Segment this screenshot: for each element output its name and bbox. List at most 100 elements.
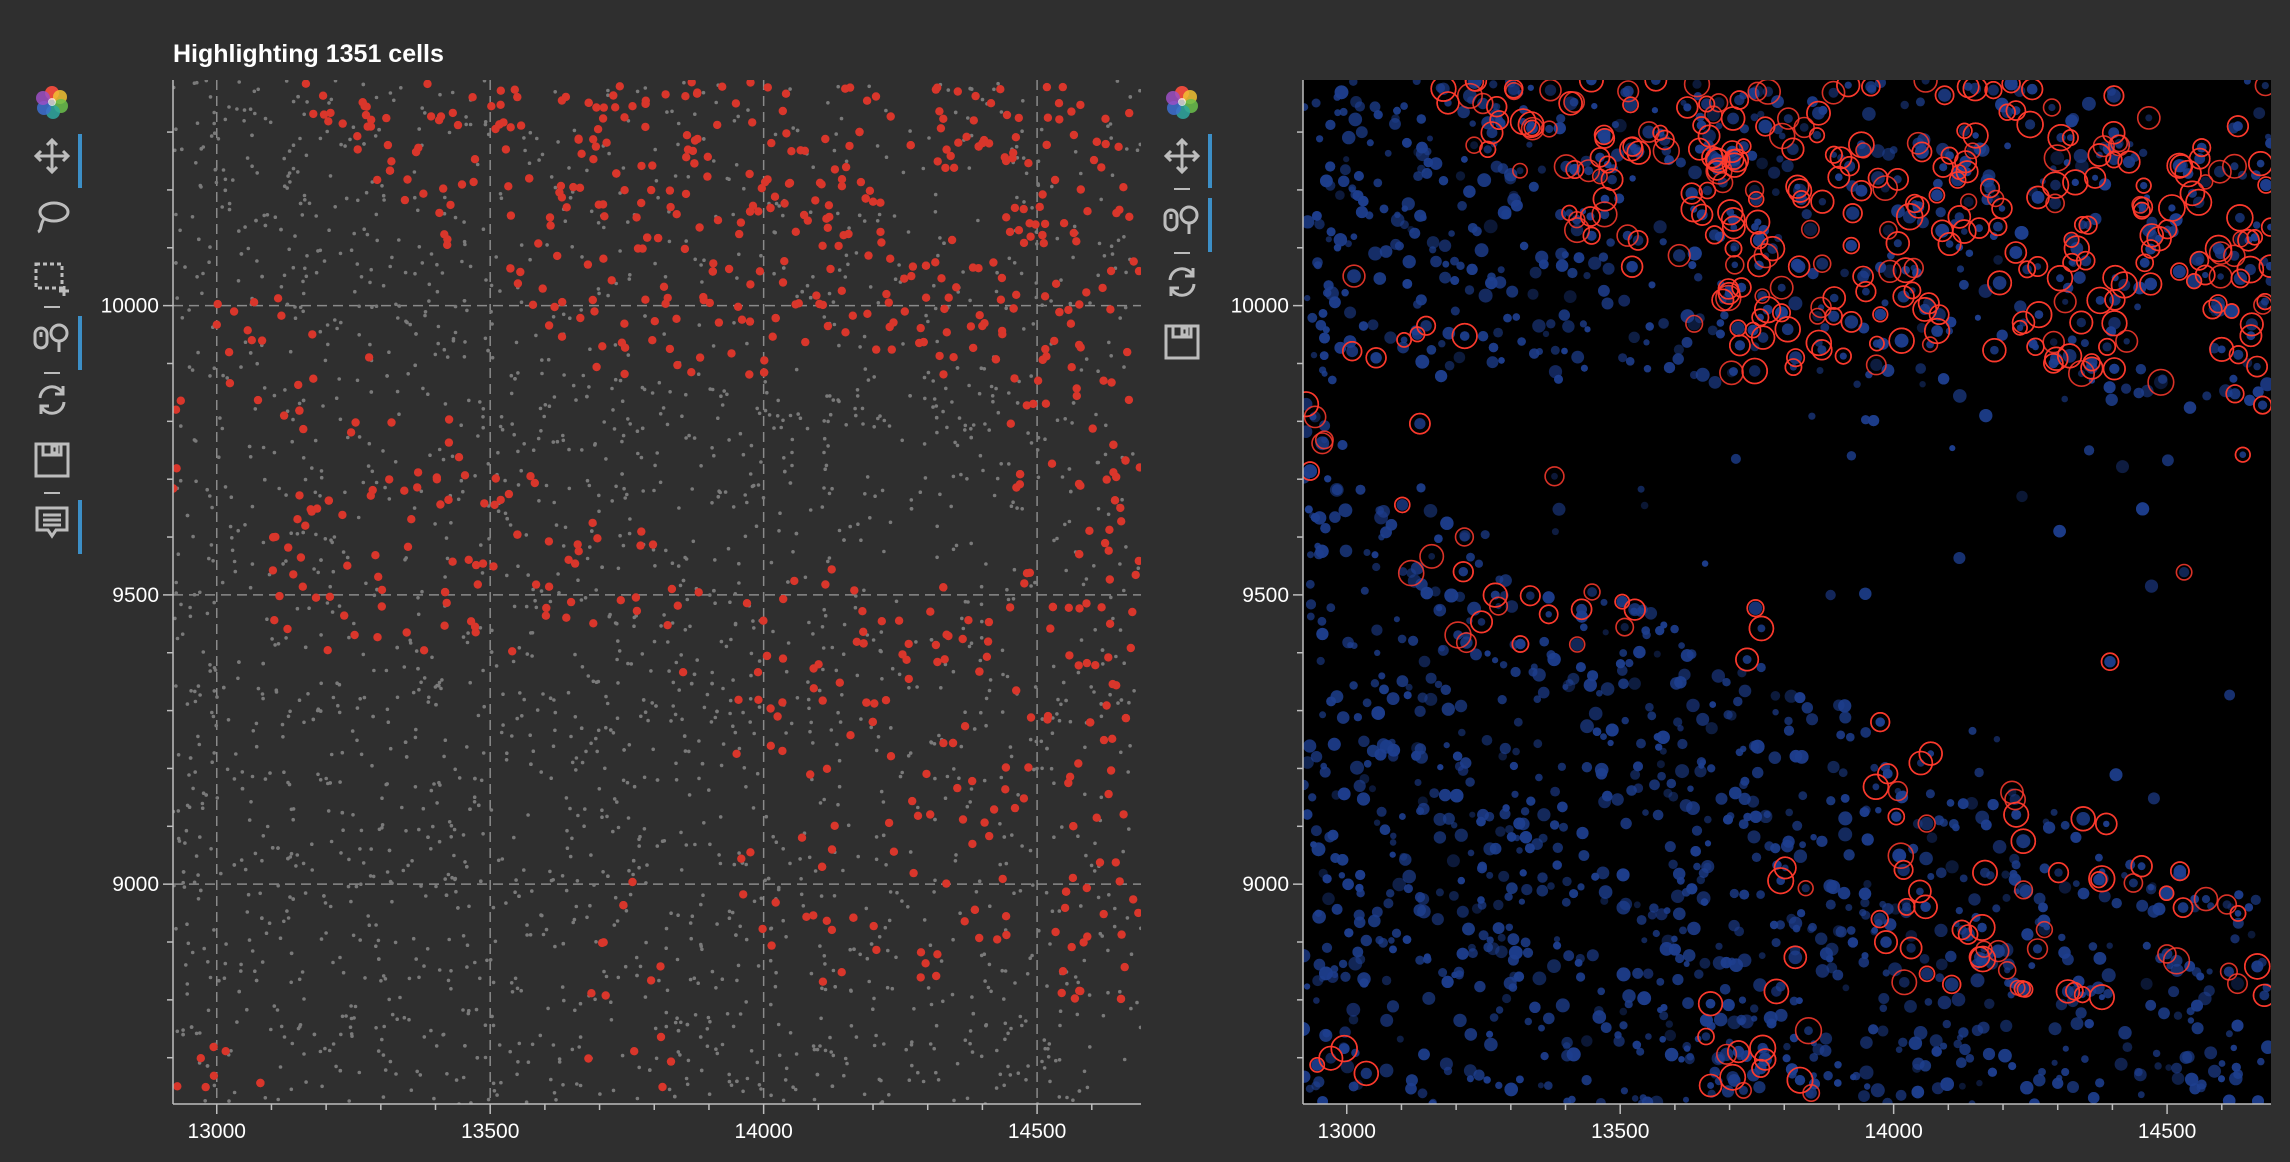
unselected-point: [293, 234, 297, 238]
unselected-point: [468, 680, 473, 685]
nucleus: [1495, 826, 1506, 837]
unselected-point: [212, 131, 217, 135]
highlighted-point: [974, 264, 983, 273]
unselected-point: [716, 416, 720, 421]
highlighted-point: [368, 485, 377, 495]
unselected-point: [676, 1028, 681, 1033]
highlighted-point: [598, 342, 607, 351]
box-select-tool-button[interactable]: [22, 254, 82, 302]
unselected-point: [427, 695, 431, 700]
unselected-point: [528, 130, 533, 135]
unselected-point: [635, 429, 640, 434]
unselected-point: [718, 861, 723, 866]
nucleus: [1688, 165, 1702, 180]
unselected-point: [232, 559, 237, 564]
unselected-point: [1006, 597, 1011, 602]
wheel-zoom-tool-button[interactable]: [22, 314, 82, 370]
highlighted-point: [708, 267, 717, 276]
highlighted-point: [678, 668, 688, 677]
highlighted-point: [566, 597, 576, 607]
tissue-image-plot[interactable]: 13000 13500 14000 14500 10000 9500 9000: [1150, 0, 2290, 1162]
unselected-point: [854, 251, 859, 255]
highlighted-point: [513, 279, 523, 288]
pan-tool-button[interactable]: [22, 132, 82, 188]
unselected-point: [862, 334, 867, 339]
unselected-point: [849, 1024, 854, 1028]
unselected-point: [697, 739, 701, 743]
highlighted-point: [602, 138, 611, 147]
unselected-point: [541, 932, 546, 937]
unselected-point: [393, 460, 398, 464]
unselected-point: [837, 758, 842, 763]
unselected-point: [968, 298, 972, 303]
highlighted-point: [1134, 556, 1141, 566]
highlighted-point: [650, 317, 659, 326]
nucleus: [1340, 164, 1351, 176]
unselected-point: [744, 937, 749, 942]
pan-tool-button[interactable]: [1152, 132, 1212, 188]
unselected-point: [746, 108, 750, 112]
nucleus: [1951, 992, 1966, 1007]
unselected-point: [836, 802, 840, 807]
unselected-point: [1119, 750, 1123, 755]
unselected-point: [356, 515, 361, 520]
unselected-point: [187, 308, 191, 312]
unselected-point: [483, 1055, 488, 1060]
unselected-point: [248, 351, 253, 355]
save-tool-button[interactable]: [1152, 318, 1212, 366]
unselected-point: [462, 220, 466, 224]
bokeh-logo-icon[interactable]: [22, 78, 82, 126]
bokeh-logo-icon[interactable]: [1152, 78, 1212, 126]
unselected-point: [788, 87, 792, 91]
unselected-point: [1009, 754, 1014, 759]
reset-tool-button[interactable]: [1152, 258, 1212, 306]
unselected-point: [620, 439, 624, 444]
unselected-point: [192, 81, 197, 85]
unselected-point: [386, 720, 391, 724]
unselected-point: [211, 714, 216, 719]
highlighted-point: [735, 229, 744, 239]
unselected-point: [830, 1084, 835, 1088]
unselected-point: [454, 1078, 459, 1082]
scatter-plot[interactable]: 13000 13500 14000 14500 10000 9500 9000: [0, 0, 1150, 1162]
unselected-point: [984, 723, 988, 728]
reset-tool-button[interactable]: [22, 376, 82, 424]
unselected-point: [601, 870, 605, 874]
nucleus: [1453, 630, 1463, 640]
unselected-point: [250, 562, 255, 566]
unselected-point: [276, 846, 280, 850]
nucleus: [1435, 888, 1444, 897]
unselected-point: [701, 893, 705, 897]
highlighted-point: [1022, 569, 1032, 578]
unselected-point: [243, 867, 248, 872]
hover-tool-button[interactable]: [22, 498, 82, 554]
unselected-point: [575, 1082, 579, 1086]
nucleus: [1968, 726, 1977, 735]
unselected-point: [472, 795, 477, 799]
unselected-point: [735, 1079, 739, 1084]
unselected-point: [236, 676, 240, 681]
save-tool-button[interactable]: [22, 436, 82, 484]
unselected-point: [250, 949, 255, 953]
unselected-point: [855, 394, 860, 398]
highlighted-point: [338, 119, 347, 128]
unselected-point: [230, 536, 234, 540]
highlighted-point: [311, 593, 321, 602]
unselected-point: [437, 839, 442, 844]
highlighted-point: [550, 302, 559, 312]
wheel-zoom-tool-button[interactable]: [1152, 196, 1212, 252]
unselected-point: [546, 1006, 550, 1011]
nucleus: [1372, 562, 1381, 572]
lasso-select-tool-button[interactable]: [22, 192, 82, 240]
nucleus: [1636, 738, 1646, 749]
nucleus: [1882, 969, 1890, 977]
nucleus: [2076, 317, 2086, 328]
nucleus: [1694, 969, 1704, 979]
unselected-point: [774, 201, 779, 206]
unselected-point: [237, 660, 241, 664]
unselected-point: [553, 728, 557, 733]
highlighted-point: [574, 547, 583, 556]
unselected-point: [380, 796, 384, 800]
